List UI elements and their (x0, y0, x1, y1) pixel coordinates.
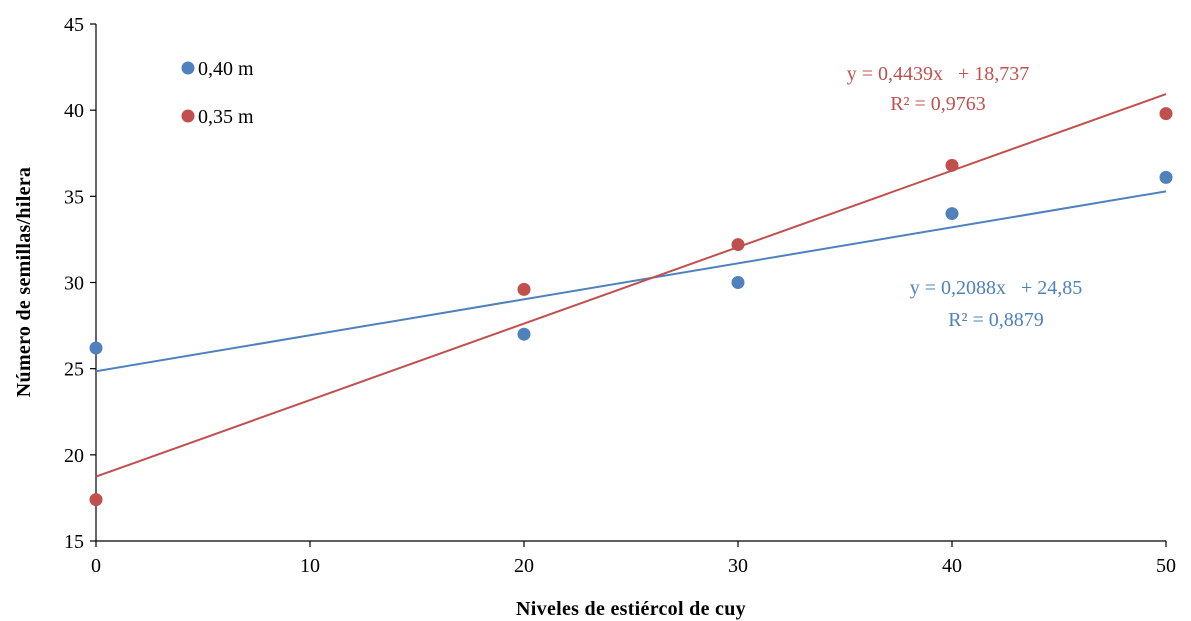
x-tick-label: 10 (300, 555, 320, 577)
y-tick-label: 20 (64, 445, 84, 467)
data-point-series-1 (89, 493, 103, 507)
data-point-series-0 (945, 207, 959, 221)
trendlines (95, 93, 1167, 478)
x-axis-title: Niveles de estiércol de cuy (516, 598, 746, 620)
y-axis-title: Número de semillas/hilera (13, 167, 35, 397)
trendline-series-1 (95, 93, 1167, 478)
legend-marker-0-40 (181, 61, 195, 75)
data-point-series-0 (517, 327, 531, 341)
equation-0-40: y = 0,2088x + 24,85 (910, 277, 1083, 299)
data-point-series-0 (89, 341, 103, 355)
data-point-series-0 (731, 276, 745, 289)
legend-marker-0-35 (181, 109, 195, 123)
y-tick-label: 35 (64, 186, 84, 208)
data-point-series-1 (945, 158, 959, 172)
legend-label-0-35: 0,35 m (198, 106, 254, 128)
y-tick-label: 25 (64, 359, 84, 381)
data-point-series-1 (517, 282, 531, 296)
x-tick-label: 50 (1156, 555, 1176, 577)
x-tick-label: 0 (91, 555, 101, 577)
y-tick-label: 15 (64, 531, 84, 553)
y-tick-label: 30 (64, 273, 84, 295)
points (89, 107, 1173, 507)
trendline-series-0 (95, 190, 1167, 373)
legend: 0,40 m 0,35 m (181, 58, 254, 128)
data-point-series-1 (1159, 107, 1173, 121)
equation-0-35: y = 0,4439x + 18,737 (847, 63, 1030, 85)
data-point-series-0 (1159, 170, 1173, 184)
r2-0-40: R² = 0,8879 (948, 309, 1044, 331)
trendline-equations: y = 0,4439x + 18,737 R² = 0,9763 y = 0,2… (847, 63, 1083, 331)
y-tick-label: 40 (64, 100, 84, 122)
x-tick-label: 40 (942, 555, 962, 577)
y-tick-label: 45 (64, 14, 84, 36)
legend-label-0-40: 0,40 m (198, 58, 254, 80)
x-tick-label: 30 (728, 555, 748, 577)
ticks: 15 20 25 30 35 40 45 0 10 20 30 40 50 (64, 14, 1176, 577)
data-point-series-1 (731, 238, 745, 252)
r2-0-35: R² = 0,9763 (890, 93, 986, 115)
x-tick-label: 20 (514, 555, 534, 577)
